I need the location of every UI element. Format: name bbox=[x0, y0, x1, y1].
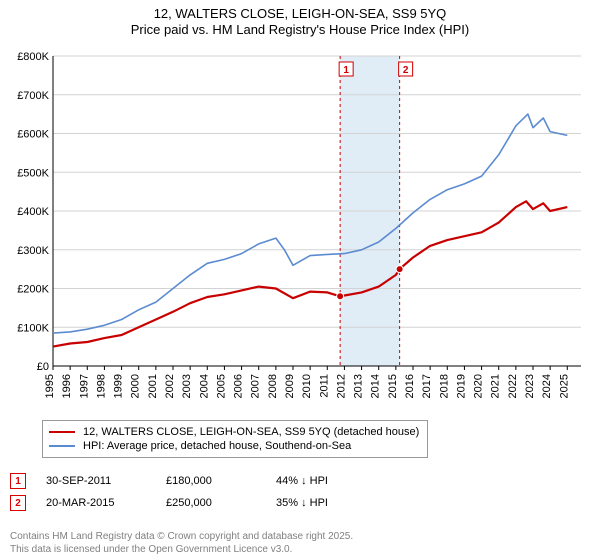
legend-label-hpi: HPI: Average price, detached house, Sout… bbox=[83, 440, 351, 452]
svg-text:2017: 2017 bbox=[421, 374, 433, 398]
sale-price: £180,000 bbox=[166, 475, 256, 487]
svg-text:£700K: £700K bbox=[17, 90, 49, 102]
svg-text:2002: 2002 bbox=[164, 374, 176, 398]
svg-text:2018: 2018 bbox=[438, 374, 450, 398]
svg-text:2001: 2001 bbox=[147, 374, 159, 398]
svg-text:£0: £0 bbox=[37, 361, 49, 373]
legend-swatch-hpi bbox=[49, 445, 75, 447]
sale-diff: 44% ↓ HPI bbox=[276, 475, 376, 487]
svg-text:£800K: £800K bbox=[17, 51, 49, 63]
legend-row: 12, WALTERS CLOSE, LEIGH-ON-SEA, SS9 5YQ… bbox=[49, 425, 419, 439]
svg-text:2024: 2024 bbox=[541, 374, 553, 398]
legend-row: HPI: Average price, detached house, Sout… bbox=[49, 439, 419, 453]
sale-price: £250,000 bbox=[166, 497, 256, 509]
svg-text:2016: 2016 bbox=[404, 374, 416, 398]
svg-text:2: 2 bbox=[403, 65, 409, 76]
svg-text:1998: 1998 bbox=[95, 374, 107, 398]
svg-text:£100K: £100K bbox=[17, 322, 49, 334]
svg-text:2010: 2010 bbox=[301, 374, 313, 398]
svg-text:£400K: £400K bbox=[17, 206, 49, 218]
sale-date: 30-SEP-2011 bbox=[46, 475, 146, 487]
chart-title-subtitle: Price paid vs. HM Land Registry's House … bbox=[0, 22, 600, 38]
svg-text:2003: 2003 bbox=[181, 374, 193, 398]
chart-title-block: 12, WALTERS CLOSE, LEIGH-ON-SEA, SS9 5YQ… bbox=[0, 0, 600, 39]
chart-legend: 12, WALTERS CLOSE, LEIGH-ON-SEA, SS9 5YQ… bbox=[42, 420, 428, 458]
svg-text:2020: 2020 bbox=[473, 374, 485, 398]
sale-badge-1: 1 bbox=[10, 473, 26, 489]
svg-text:2022: 2022 bbox=[507, 374, 519, 398]
svg-text:2023: 2023 bbox=[524, 374, 536, 398]
svg-text:1997: 1997 bbox=[78, 374, 90, 398]
legend-swatch-property bbox=[49, 431, 75, 433]
svg-text:£600K: £600K bbox=[17, 129, 49, 141]
svg-text:2006: 2006 bbox=[233, 374, 245, 398]
chart-svg: £0 £100K £200K £300K £400K £500K £600K £700K £80… bbox=[5, 50, 585, 410]
svg-text:1996: 1996 bbox=[61, 374, 73, 398]
svg-text:2014: 2014 bbox=[370, 374, 382, 398]
price-chart: £0 £100K £200K £300K £400K £500K £600K £700K £80… bbox=[5, 50, 585, 410]
svg-text:2009: 2009 bbox=[284, 374, 296, 398]
sale-marker-table: 1 30-SEP-2011 £180,000 44% ↓ HPI 2 20-MA… bbox=[10, 470, 376, 514]
attribution-footer: Contains HM Land Registry data © Crown c… bbox=[10, 530, 353, 556]
svg-text:2008: 2008 bbox=[267, 374, 279, 398]
svg-text:2000: 2000 bbox=[130, 374, 142, 398]
svg-text:2021: 2021 bbox=[490, 374, 502, 398]
sale-row: 1 30-SEP-2011 £180,000 44% ↓ HPI bbox=[10, 470, 376, 492]
svg-text:£500K: £500K bbox=[17, 167, 49, 179]
footer-line1: Contains HM Land Registry data © Crown c… bbox=[10, 530, 353, 543]
svg-text:2011: 2011 bbox=[318, 374, 330, 398]
sale-row: 2 20-MAR-2015 £250,000 35% ↓ HPI bbox=[10, 492, 376, 514]
svg-text:2025: 2025 bbox=[558, 374, 570, 398]
chart-title-address: 12, WALTERS CLOSE, LEIGH-ON-SEA, SS9 5YQ bbox=[0, 6, 600, 22]
svg-text:2013: 2013 bbox=[353, 374, 365, 398]
sale-diff: 35% ↓ HPI bbox=[276, 497, 376, 509]
svg-text:2012: 2012 bbox=[335, 374, 347, 398]
svg-text:1999: 1999 bbox=[113, 374, 125, 398]
svg-text:1: 1 bbox=[343, 65, 349, 76]
sale-date: 20-MAR-2015 bbox=[46, 497, 146, 509]
svg-text:£300K: £300K bbox=[17, 245, 49, 257]
svg-text:£200K: £200K bbox=[17, 284, 49, 296]
svg-text:2007: 2007 bbox=[250, 374, 262, 398]
sale-badge-2: 2 bbox=[10, 495, 26, 511]
svg-text:2019: 2019 bbox=[455, 374, 467, 398]
svg-text:1995: 1995 bbox=[44, 374, 56, 398]
svg-text:2015: 2015 bbox=[387, 374, 399, 398]
legend-label-property: 12, WALTERS CLOSE, LEIGH-ON-SEA, SS9 5YQ… bbox=[83, 426, 419, 438]
svg-text:2004: 2004 bbox=[198, 374, 210, 398]
footer-line2: This data is licensed under the Open Gov… bbox=[10, 543, 353, 556]
svg-text:2005: 2005 bbox=[215, 374, 227, 398]
